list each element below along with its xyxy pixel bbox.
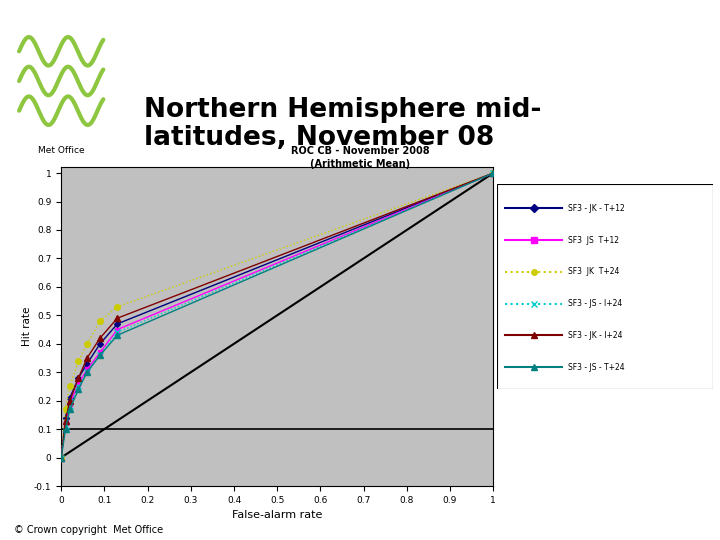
Text: SF3 - JS - T+24: SF3 - JS - T+24 <box>568 363 625 372</box>
Text: SF3 - JK - I+24: SF3 - JK - I+24 <box>568 331 623 340</box>
Text: SF3  JK  T+24: SF3 JK T+24 <box>568 267 619 276</box>
Text: Northern Hemisphere mid-
latitudes, November 08: Northern Hemisphere mid- latitudes, Nove… <box>144 97 541 151</box>
Text: SF3 - JS - I+24: SF3 - JS - I+24 <box>568 299 622 308</box>
Y-axis label: Hit rate: Hit rate <box>22 307 32 346</box>
Text: SF3 - JK - T+12: SF3 - JK - T+12 <box>568 204 625 213</box>
Text: SF3  JS  T+12: SF3 JS T+12 <box>568 235 619 245</box>
Text: © Crown copyright  Met Office: © Crown copyright Met Office <box>14 524 163 535</box>
Text: ROC CB - November 2008: ROC CB - November 2008 <box>291 146 429 156</box>
Text: Met Office: Met Office <box>38 146 84 156</box>
X-axis label: False-alarm rate: False-alarm rate <box>232 510 323 520</box>
Text: (Arithmetic Mean): (Arithmetic Mean) <box>310 159 410 170</box>
